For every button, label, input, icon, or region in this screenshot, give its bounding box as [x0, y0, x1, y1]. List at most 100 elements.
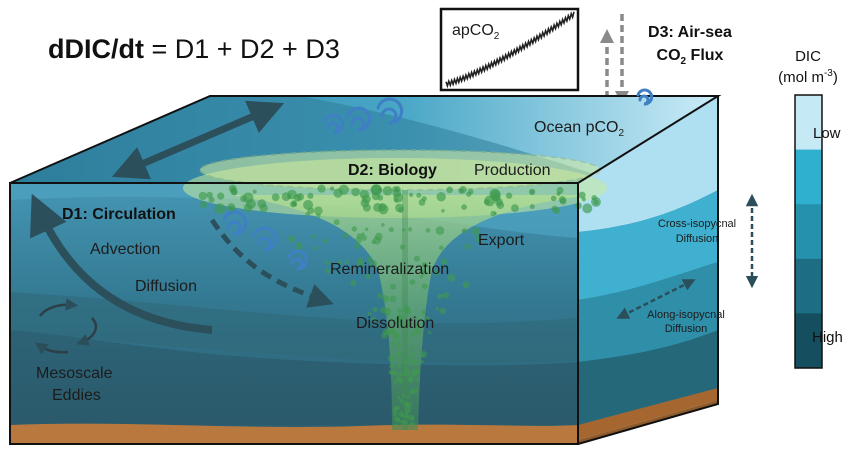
circulation-arrows: [30, 100, 334, 355]
particle-dot: [271, 193, 280, 202]
particle-dot: [322, 238, 328, 244]
particle-dot: [330, 186, 335, 191]
along-isopycnal-label-2: Diffusion: [665, 323, 708, 335]
particle-dot: [259, 204, 268, 213]
particle-dot: [411, 355, 415, 358]
particle-dot: [350, 279, 357, 287]
particle-dot: [468, 189, 474, 195]
particle-dot: [409, 279, 416, 286]
production-label: Production: [474, 162, 551, 179]
particle-dot: [461, 204, 467, 210]
particle-dot: [581, 197, 586, 202]
legend-title: DIC: [795, 48, 821, 65]
particle-dot: [420, 360, 424, 364]
particle-dot: [406, 395, 410, 399]
legend-color-bar: [795, 95, 822, 369]
particle-dot: [528, 188, 536, 196]
particle-dot: [439, 245, 444, 250]
particle-dot: [307, 207, 315, 215]
equation-lhs: dDIC/dt: [48, 34, 144, 64]
particle-dot: [394, 371, 399, 376]
particle-dot: [447, 273, 456, 282]
particle-dot: [405, 412, 409, 416]
particle-dot: [361, 194, 371, 204]
particle-dot: [397, 364, 401, 368]
particle-dot: [365, 273, 371, 280]
particle-dot: [420, 353, 424, 358]
particle-dot: [390, 330, 395, 335]
box-outline: [9, 95, 722, 445]
particle-dot: [361, 235, 367, 241]
particle-dot: [402, 394, 406, 398]
particle-dot: [245, 199, 256, 209]
particle-dot: [367, 312, 372, 316]
particle-dot: [371, 316, 377, 323]
advection-arrow: [30, 193, 213, 334]
particle-dot: [366, 256, 372, 262]
particle-dot: [372, 306, 378, 313]
particle-dot: [387, 355, 395, 362]
particle-dot: [252, 189, 257, 194]
particle-dot: [389, 364, 395, 369]
particle-dot: [411, 416, 415, 421]
particle-dot: [496, 201, 505, 209]
particle-dot: [382, 295, 389, 303]
particle-dot: [383, 307, 391, 315]
circulation-title: D1: Circulation: [62, 206, 176, 223]
swirl-icon: [636, 88, 654, 106]
particle-dot: [403, 401, 409, 407]
particle-dot: [464, 243, 471, 250]
particle-dot: [511, 204, 519, 213]
particle-dot: [593, 200, 599, 205]
particle-dot: [412, 351, 415, 355]
particle-dot: [388, 227, 394, 233]
particle-dot: [355, 236, 362, 244]
particle-dot: [314, 206, 323, 215]
particle-dot: [416, 377, 421, 381]
particle-dot: [409, 421, 415, 427]
flux-label-line2: CO2 Flux: [657, 47, 724, 67]
particle-dot: [421, 310, 426, 315]
legend-band: [795, 204, 822, 260]
legend-band: [795, 95, 822, 151]
particle-dot: [440, 258, 448, 265]
particle-dot: [382, 186, 393, 196]
particle-dot: [199, 201, 207, 209]
particle-dot: [369, 259, 377, 268]
particle-dot: [287, 194, 292, 199]
particle-dot: [290, 201, 297, 208]
particle-dot: [505, 192, 513, 199]
particle-dot: [402, 350, 407, 354]
advection-label: Advection: [90, 241, 160, 258]
particle-dot: [411, 359, 418, 366]
particle-dot: [418, 199, 426, 206]
particle-dot: [206, 191, 213, 199]
apco2-inset: apCO2: [439, 7, 580, 92]
particle-dot: [425, 228, 431, 233]
particle-dot: [471, 227, 480, 236]
particle-dot: [420, 269, 426, 276]
particle-dot: [402, 228, 406, 232]
particle-dot: [396, 351, 403, 358]
particle-dot: [377, 292, 383, 299]
eddy-circle-arrows: [34, 298, 98, 355]
particle-dot: [229, 205, 235, 212]
particle-dot: [311, 234, 316, 239]
apco2-curve: [445, 11, 575, 89]
particle-dot: [442, 292, 450, 299]
particle-dot: [407, 227, 413, 232]
biology-title: D2: Biology: [348, 162, 437, 179]
eddies-label-line2: Eddies: [52, 387, 101, 404]
particle-dot: [337, 260, 343, 266]
particle-dot: [397, 396, 401, 400]
particle-dot: [390, 283, 397, 290]
export-label: Export: [478, 232, 525, 249]
swirl-icon: [287, 249, 308, 271]
particle-dot: [385, 313, 389, 317]
particle-dot: [393, 380, 398, 384]
particle-dots: [198, 184, 601, 427]
equation: dDIC/dt = D1 + D2 + D3: [48, 34, 340, 64]
particle-dot: [475, 235, 483, 243]
particle-dot: [357, 257, 363, 263]
legend-high: High: [812, 329, 843, 346]
